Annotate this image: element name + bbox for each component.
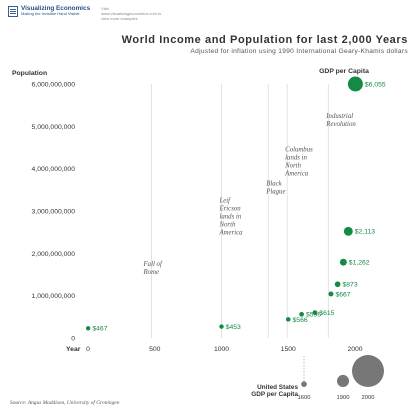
annotation-text: Black Plague [265, 181, 285, 196]
size-key-bubble [336, 374, 350, 387]
y-tick-label: 3,000,000,000 [32, 209, 76, 216]
gdp-label: $2,113 [355, 229, 376, 236]
x-axis-title: Year [66, 346, 81, 353]
y-tick-label: 6,000,000,000 [32, 82, 76, 89]
annotation-text: Columbus lands in North America [284, 147, 313, 178]
x-tick-label: 2000 [347, 346, 362, 353]
size-key-year: 1900 [337, 395, 350, 401]
brand-name: Visualizing Economics [21, 5, 91, 12]
annotation-text: Leif Ericson lands in North America [219, 198, 244, 237]
size-legend-title: GDP per Capita [319, 68, 369, 75]
size-key-label-line2: GDP per Capita [251, 391, 298, 399]
gdp-bubble [328, 291, 334, 297]
y-tick-label: 2,000,000,000 [32, 251, 76, 258]
gdp-label: $6,055 [365, 81, 386, 88]
x-tick-label: 0 [86, 346, 90, 353]
y-tick-label: 5,000,000,000 [32, 124, 76, 131]
gdp-bubble [299, 311, 304, 317]
gdp-label: $615 [319, 310, 334, 317]
x-tick-label: 1500 [281, 346, 296, 353]
visualizing-economics-logo-icon [8, 6, 18, 17]
source-note: Source: Angus Maddison, University of Gr… [10, 400, 120, 406]
gdp-label: $467 [92, 326, 107, 333]
gdp-bubble [339, 258, 347, 266]
gdp-label: $596 [306, 312, 321, 319]
gdp-bubble [343, 226, 353, 236]
chart-subtitle: Adjusted for inflation using 1990 Intern… [190, 48, 408, 55]
brand-url[interactable]: Visit www.visualizingeconomics.com to vi… [101, 6, 162, 22]
gdp-label: $1,262 [349, 260, 370, 267]
brand-tagline: Making the Invisible Hand Visible [21, 11, 80, 17]
gdp-bubble [334, 281, 341, 288]
size-key-year: 2000 [362, 395, 375, 401]
chart-title: World Income and Population for last 2,0… [121, 34, 408, 46]
gdp-bubble [85, 326, 91, 331]
gdp-bubble [285, 317, 291, 322]
gdp-bubble [219, 324, 224, 329]
gdp-label: $453 [226, 324, 241, 331]
size-key-label: United States GDP per Capita [232, 384, 298, 399]
y-tick-label: 0 [71, 336, 75, 343]
gdp-bubble [347, 76, 363, 92]
y-tick-label: 4,000,000,000 [32, 166, 76, 173]
x-tick-label: 500 [149, 346, 161, 353]
gdp-bubble [312, 310, 318, 315]
size-key-year: 1600 [298, 395, 311, 401]
y-axis-title: Population [12, 70, 47, 77]
size-key-bubble [352, 355, 384, 387]
size-key-label-line1: United States [257, 384, 298, 391]
size-key-bubble [301, 381, 307, 387]
brand[interactable]: Visualizing Economics Making the Invisib… [8, 5, 163, 22]
gdp-label: $667 [335, 291, 350, 298]
annotation-text: Industrial Revolution [325, 113, 356, 128]
gdp-label: $873 [342, 282, 357, 289]
x-tick-label: 1000 [214, 346, 229, 353]
annotation-text: Fall of Rome [143, 261, 163, 276]
y-tick-label: 1,000,000,000 [32, 293, 76, 300]
gdp-label: $566 [293, 317, 308, 324]
brand-text: Visualizing Economics Making the Invisib… [21, 5, 91, 17]
